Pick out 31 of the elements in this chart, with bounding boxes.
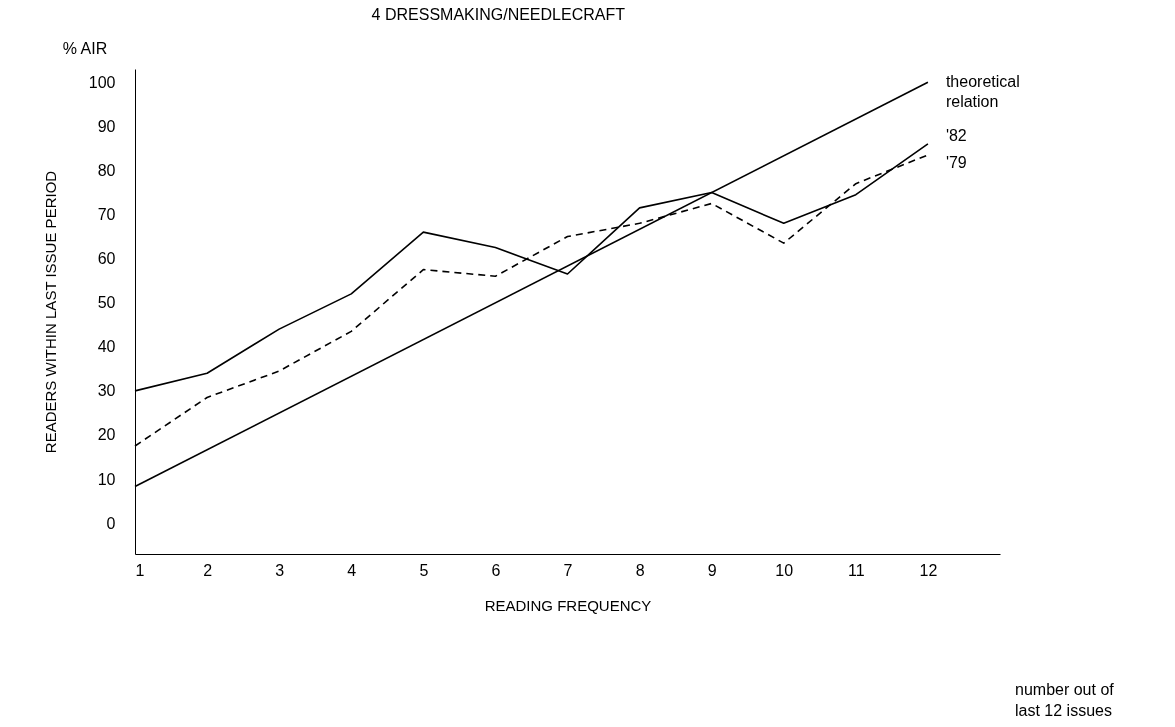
x-tick-label: 2 (203, 561, 213, 579)
x-tick-label: 12 (919, 561, 938, 579)
x-tick-label: 10 (775, 561, 794, 579)
x-tick-label: 6 (491, 561, 501, 579)
x-tick-label: 9 (707, 561, 717, 579)
x-tick-label: 11 (848, 561, 865, 579)
y-tick-label: 10 (97, 470, 116, 488)
y-tick-label: 100 (88, 73, 116, 91)
chart-title: 4 DRESSMAKING/NEEDLECRAFT (371, 6, 626, 23)
y-tick-label: 20 (97, 426, 116, 444)
y-tick-label: 80 (97, 161, 116, 179)
y-axis-title: READERS WITHIN LAST ISSUE PERIOD (41, 170, 59, 454)
x-tick-label: 1 (135, 561, 145, 579)
text: number out of last 12 issues (1015, 681, 1115, 719)
x-axis-title: READING FREQUENCY (484, 596, 652, 614)
x-tick-label: 4 (347, 561, 357, 579)
y-tick-label: 60 (97, 250, 116, 268)
y-tick-label: 70 (97, 206, 116, 223)
x-tick-label: 5 (419, 561, 429, 579)
series-label: theoretical relation (945, 73, 1020, 111)
series-label: '79 (945, 153, 967, 171)
y-tick-label: 0 (106, 514, 116, 532)
y-tick-label: 50 (97, 294, 116, 312)
y-tick-label: 30 (97, 382, 116, 400)
x-tick-label: 8 (635, 561, 645, 579)
series-label: '82 (945, 126, 967, 144)
y-tick-label: 40 (97, 338, 116, 356)
x-tick-label: 7 (563, 561, 573, 579)
text: % AIR (62, 40, 108, 57)
y-tick-label: 90 (97, 117, 116, 135)
x-tick-label: 3 (275, 561, 285, 579)
